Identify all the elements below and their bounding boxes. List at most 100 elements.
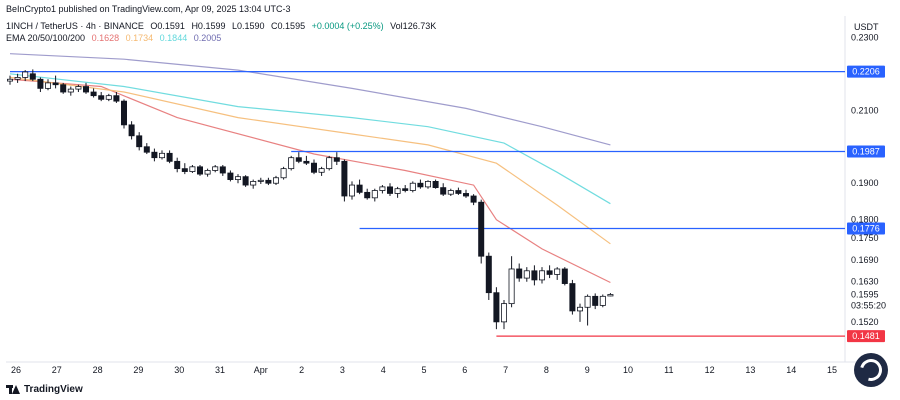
x-tick-label: 15 [827, 365, 837, 375]
published-credit: BeInCrypto1 published on TradingView.com… [6, 4, 291, 14]
currency-label: USDT [854, 22, 879, 32]
symbol-label[interactable]: 1INCH / TetherUS · 4h · BINANCE [6, 21, 144, 31]
candle-down [265, 179, 272, 184]
x-tick-label: 8 [544, 365, 549, 375]
y-tick-label: 0.1690 [851, 255, 879, 265]
x-tick-label: 2 [299, 365, 304, 375]
candle-up [67, 88, 74, 93]
candle-up [554, 268, 561, 275]
candle-up [189, 166, 196, 172]
x-tick-label: Apr [254, 365, 268, 375]
candle-down [83, 86, 90, 93]
candle-down [303, 160, 310, 164]
candle-up [45, 82, 52, 89]
candle-up [607, 294, 614, 297]
candle-up [288, 157, 295, 170]
x-tick-label: 10 [623, 365, 633, 375]
candle-down [166, 152, 173, 162]
candle-up [318, 168, 325, 173]
ema20-value: 0.1628 [91, 33, 120, 43]
level-tag-0.1776 [847, 222, 885, 235]
candle-up [584, 295, 591, 308]
candle-down [561, 268, 568, 284]
level-label-0.2206: 0.2206 [852, 67, 880, 77]
candle-down [121, 100, 128, 126]
candle-down [295, 157, 302, 162]
candle-up [272, 177, 279, 184]
ema100-line [9, 73, 611, 205]
candle-down [546, 270, 553, 275]
candle-down [417, 182, 424, 188]
candle-up [577, 306, 584, 312]
candle-down [341, 160, 348, 197]
low-value: L0.1590 [231, 21, 265, 31]
y-tick-label: 0.2100 [851, 105, 879, 115]
candle-down [60, 84, 67, 93]
volume-value: Vol126.73K [390, 21, 437, 31]
ema100-value: 0.1844 [159, 33, 188, 43]
candle-up [212, 166, 219, 171]
candle-down [485, 255, 492, 294]
candle-up [409, 182, 416, 191]
candle-down [227, 172, 234, 180]
y-tick-label: 0.1630 [851, 277, 879, 287]
candle-up [500, 303, 507, 323]
candle-down [364, 191, 371, 199]
candle-up [379, 186, 386, 191]
beincrypto-badge-icon [854, 353, 888, 387]
candle-down [151, 151, 158, 159]
y-tick-label: 0.1900 [851, 178, 879, 188]
ema-label[interactable]: EMA 20/50/100/200 [6, 33, 86, 43]
candle-up [75, 86, 82, 90]
candle-up [539, 270, 546, 281]
x-tick-label: 14 [786, 365, 796, 375]
x-tick-label: 11 [664, 365, 673, 375]
level-tag-0.2206 [847, 65, 885, 78]
candle-up [371, 190, 378, 199]
candle-down [128, 124, 135, 137]
candle-up [234, 176, 241, 180]
candle-up [7, 78, 13, 82]
x-tick-label: 6 [462, 365, 467, 375]
candle-down [196, 166, 203, 175]
candle-down [90, 91, 97, 97]
candle-down [52, 82, 59, 86]
candle-down [37, 78, 44, 89]
candle-down [29, 73, 36, 80]
x-tick-label: 9 [585, 365, 590, 375]
candle-down [333, 157, 340, 162]
candle-up [326, 157, 333, 170]
x-tick-label: 7 [503, 365, 508, 375]
candle-down [516, 268, 523, 279]
level-label-0.1481: 0.1481 [852, 331, 880, 341]
candle-up [158, 152, 165, 159]
tradingview-logo[interactable]: TradingView [6, 384, 83, 395]
y-tick-label: 0.2300 [851, 32, 879, 42]
open-value: O0.1591 [150, 21, 185, 31]
y-tick-label: 0.1750 [851, 233, 879, 243]
candle-down [462, 193, 469, 197]
candle-down [356, 184, 363, 193]
candle-up [250, 181, 257, 186]
x-tick-label: 26 [11, 365, 21, 375]
candle-down [569, 283, 576, 312]
x-tick-label: 30 [174, 365, 184, 375]
level-label-0.1776: 0.1776 [852, 223, 880, 233]
candle-up [447, 190, 454, 195]
candle-up [22, 71, 29, 78]
x-tick-label: 28 [93, 365, 103, 375]
x-tick-label: 5 [421, 365, 426, 375]
candle-up [280, 168, 287, 179]
candle-down [98, 95, 105, 100]
tradingview-icon [6, 385, 20, 394]
candle-up [257, 179, 264, 182]
ema50-line [9, 76, 611, 245]
x-tick-label: 27 [52, 365, 62, 375]
ema50-value: 0.1734 [125, 33, 154, 43]
y-tick-label: 0.1520 [851, 317, 879, 327]
last-price-label: 0.1595 [851, 290, 879, 300]
candle-down [219, 166, 226, 174]
x-tick-label: 29 [133, 365, 143, 375]
candle-down [174, 160, 181, 170]
